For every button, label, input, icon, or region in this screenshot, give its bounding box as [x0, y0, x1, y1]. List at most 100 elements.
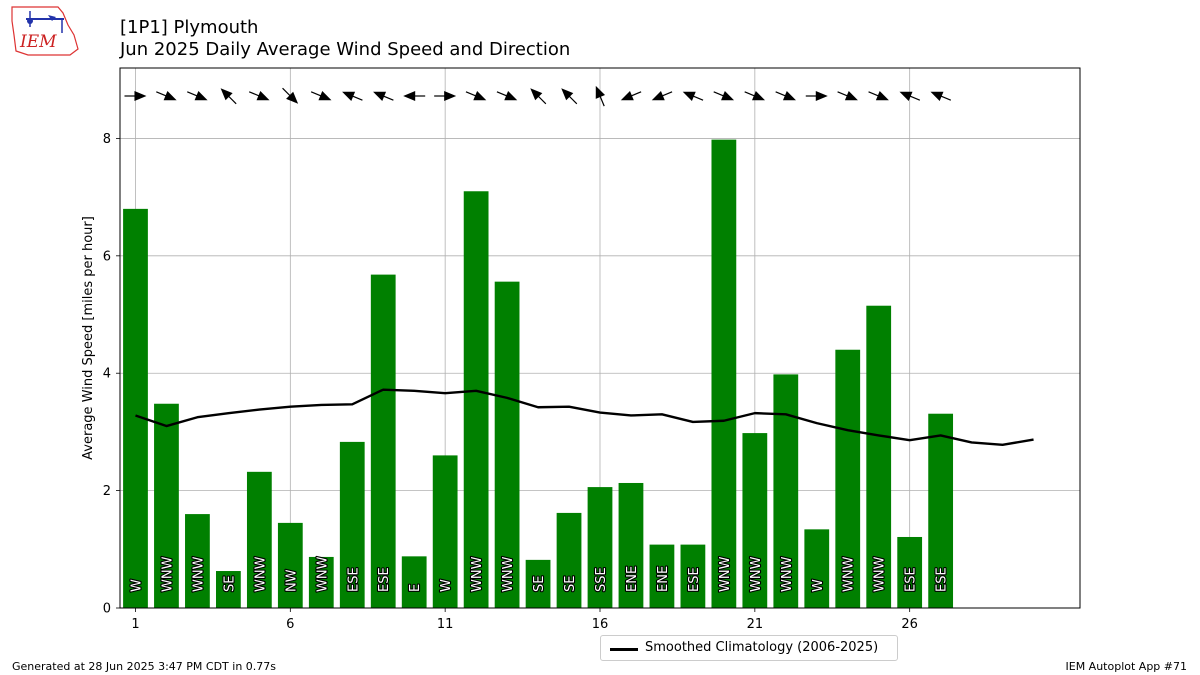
bar-day-1 — [123, 208, 148, 608]
bar-day-4 — [216, 571, 241, 608]
wind-arrow-day-15 — [561, 88, 578, 105]
direction-label-day-12: WNW — [470, 556, 485, 592]
direction-label-day-23: W — [811, 579, 826, 592]
direction-label-day-16: SSE — [594, 567, 609, 592]
wind-arrow-day-19 — [682, 91, 704, 102]
y-axis-label: Average Wind Speed [miles per hour] — [81, 216, 96, 460]
direction-label-day-10: E — [408, 584, 423, 592]
wind-arrow-day-25 — [868, 90, 889, 101]
bar-day-11 — [432, 455, 458, 608]
wind-arrow-day-11 — [434, 91, 457, 101]
bar-day-5 — [246, 471, 272, 608]
direction-label-day-6: NW — [284, 569, 299, 592]
wind-arrow-day-22 — [775, 90, 796, 101]
bar-day-15 — [556, 512, 582, 608]
bar-day-26 — [897, 536, 923, 608]
direction-label-day-17: ENE — [625, 566, 640, 592]
wind-arrow-head — [286, 91, 299, 104]
direction-label-day-8: ESE — [346, 567, 361, 592]
bars-group — [123, 139, 954, 608]
bar-day-8 — [339, 441, 365, 608]
wind-arrow-day-5 — [248, 90, 270, 101]
y-tick-label: 2 — [103, 484, 111, 499]
bar-day-12 — [463, 191, 489, 608]
wind-arrow-day-8 — [342, 91, 363, 102]
wind-arrow-head — [595, 85, 606, 99]
wind-arrow-day-24 — [837, 90, 858, 101]
wind-arrow-head — [220, 88, 233, 101]
wind-arrows-group — [124, 85, 952, 107]
app-id: IEM Autoplot App #71 — [1065, 660, 1188, 673]
x-tick-label: 11 — [437, 617, 454, 632]
wind-arrow-day-18 — [651, 90, 673, 101]
wind-arrow-head — [844, 90, 858, 101]
wind-arrow-day-12 — [465, 90, 487, 101]
direction-label-day-19: ESE — [687, 567, 702, 592]
climatology-line-group — [135, 388, 1034, 447]
wind-arrow-day-7 — [310, 90, 332, 101]
x-tick-label: 21 — [747, 617, 764, 632]
wind-arrow-day-9 — [373, 91, 394, 102]
wind-arrow-head — [930, 91, 944, 102]
direction-labels-group: W WNW WNW SE WNW NW WNW ESE ESE E W WNW WNW SE SE SSE EN… — [128, 555, 950, 593]
direction-label-day-15: SE — [563, 576, 578, 592]
wind-arrow-head — [721, 90, 735, 101]
generated-timestamp: Generated at 28 Jun 2025 3:47 PM CDT in … — [12, 660, 277, 673]
bar-day-21 — [742, 433, 768, 608]
legend-line-swatch — [610, 648, 638, 651]
direction-label-day-26: ESE — [904, 567, 919, 592]
wind-arrow-head — [473, 90, 487, 101]
bar-day-25 — [866, 305, 892, 608]
y-tick-label: 6 — [103, 249, 111, 264]
direction-label-day-14: SE — [532, 576, 547, 592]
wind-arrow-head — [651, 90, 665, 101]
wind-arrow-day-13 — [496, 90, 518, 101]
wind-arrow-head — [403, 91, 416, 101]
wind-arrow-day-6 — [282, 87, 299, 104]
legend-label: Smoothed Climatology (2006-2025) — [645, 640, 879, 655]
wind-arrow-head — [163, 90, 177, 101]
bar-day-9 — [370, 274, 396, 608]
direction-label-day-21: WNW — [749, 556, 764, 592]
wind-arrow-day-16 — [595, 85, 606, 107]
direction-label-day-27: ESE — [935, 567, 950, 592]
wind-arrow-head — [256, 90, 270, 101]
logo-text: IEM — [19, 32, 57, 52]
wind-arrow-head — [875, 90, 889, 101]
wind-arrow-head — [752, 90, 766, 101]
direction-label-day-2: WNW — [160, 556, 175, 592]
x-tick-label: 6 — [286, 617, 294, 632]
wind-arrow-head — [373, 91, 387, 102]
wind-arrow-head — [782, 90, 796, 101]
wind-arrow-head — [194, 90, 208, 101]
bar-day-2 — [154, 403, 179, 608]
bar-day-13 — [494, 281, 520, 608]
bar-day-20 — [711, 139, 737, 608]
y-tick-label: 8 — [103, 132, 111, 147]
direction-label-day-13: WNW — [501, 556, 516, 592]
wind-arrow-day-23 — [805, 91, 828, 101]
y-tick-label: 4 — [103, 367, 111, 382]
direction-label-day-24: WNW — [842, 556, 857, 592]
legend: Smoothed Climatology (2006-2025) — [600, 635, 898, 661]
wind-arrow-day-26 — [899, 91, 921, 102]
wind-arrow-day-3 — [187, 90, 208, 101]
direction-label-day-4: SE — [222, 576, 237, 592]
x-tick-label: 1 — [131, 617, 139, 632]
direction-label-day-20: WNW — [718, 556, 733, 592]
wind-arrow-head — [620, 90, 634, 101]
wind-arrow-day-17 — [620, 90, 642, 101]
wind-arrow-day-14 — [530, 88, 547, 105]
y-axis-ticks: 0 2 4 6 8 — [103, 132, 120, 617]
x-axis-ticks: 1 6 11 16 21 26 — [131, 608, 918, 632]
wind-arrow-head — [899, 91, 913, 102]
direction-label-day-1: W — [129, 579, 144, 592]
bar-day-16 — [587, 487, 613, 608]
wind-arrow-head — [444, 91, 457, 101]
wind-arrow-head — [530, 88, 543, 101]
wind-arrow-day-10 — [403, 91, 426, 101]
bar-day-23 — [804, 529, 830, 608]
direction-label-day-7: WNW — [315, 556, 330, 592]
wind-arrow-head — [682, 91, 696, 102]
